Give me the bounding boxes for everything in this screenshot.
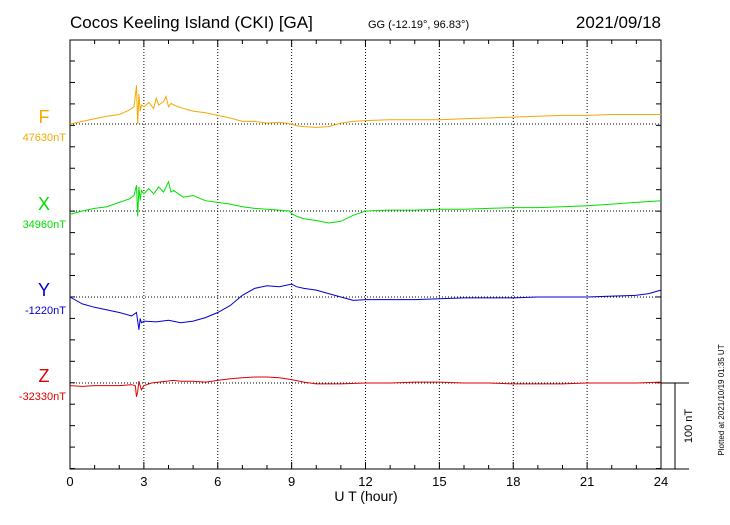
x-tick-label-6: 18 xyxy=(506,474,520,489)
x-tick-label-7: 21 xyxy=(580,474,594,489)
series-z: Z -32330nT xyxy=(19,366,662,403)
baseline-label-y: -1220nT xyxy=(25,305,66,317)
series-name-y: Y xyxy=(38,280,50,300)
series-x: X 34960nT xyxy=(23,180,662,231)
x-axis-label: U T (hour) xyxy=(334,488,397,504)
axis-ticks xyxy=(69,40,662,470)
scale-bar: 100 nT xyxy=(661,382,695,470)
x-tick-label-1: 3 xyxy=(140,474,147,489)
station-title: Cocos Keeling Island (CKI) [GA] xyxy=(70,13,313,32)
baseline-label-z: -32330nT xyxy=(19,391,66,403)
x-tick-label-3: 9 xyxy=(288,474,295,489)
series-name-z: Z xyxy=(39,366,50,386)
series-name-f: F xyxy=(39,107,50,127)
series-line-x xyxy=(69,180,662,224)
x-tick-label-2: 6 xyxy=(214,474,221,489)
scale-bar-label: 100 nT xyxy=(683,409,695,444)
plotted-timestamp: Plotted at 2021/10/19 01:35 UT xyxy=(717,344,726,455)
x-tick-labels: 0 3 6 9 12 15 18 21 24 xyxy=(66,474,668,489)
series-line-z xyxy=(69,376,662,397)
series-y: Y -1220nT xyxy=(25,280,662,330)
grid xyxy=(143,40,588,469)
baseline-label-x: 34960nT xyxy=(23,219,67,231)
x-tick-label-8: 24 xyxy=(654,474,668,489)
x-tick-label-4: 12 xyxy=(358,474,372,489)
series-line-y xyxy=(69,283,662,330)
x-tick-label-5: 15 xyxy=(432,474,446,489)
chart-date: 2021/09/18 xyxy=(576,13,661,32)
baseline-label-f: 47630nT xyxy=(23,132,67,144)
x-tick-label-0: 0 xyxy=(66,474,73,489)
series-line-f xyxy=(69,85,661,128)
series-name-x: X xyxy=(38,194,50,214)
station-coordinates: GG (-12.19°, 96.83°) xyxy=(368,19,469,31)
series-f: F 47630nT xyxy=(23,85,661,144)
series-group: F 47630nT X 34960nT Y -1220nT Z -32330nT xyxy=(19,85,662,403)
